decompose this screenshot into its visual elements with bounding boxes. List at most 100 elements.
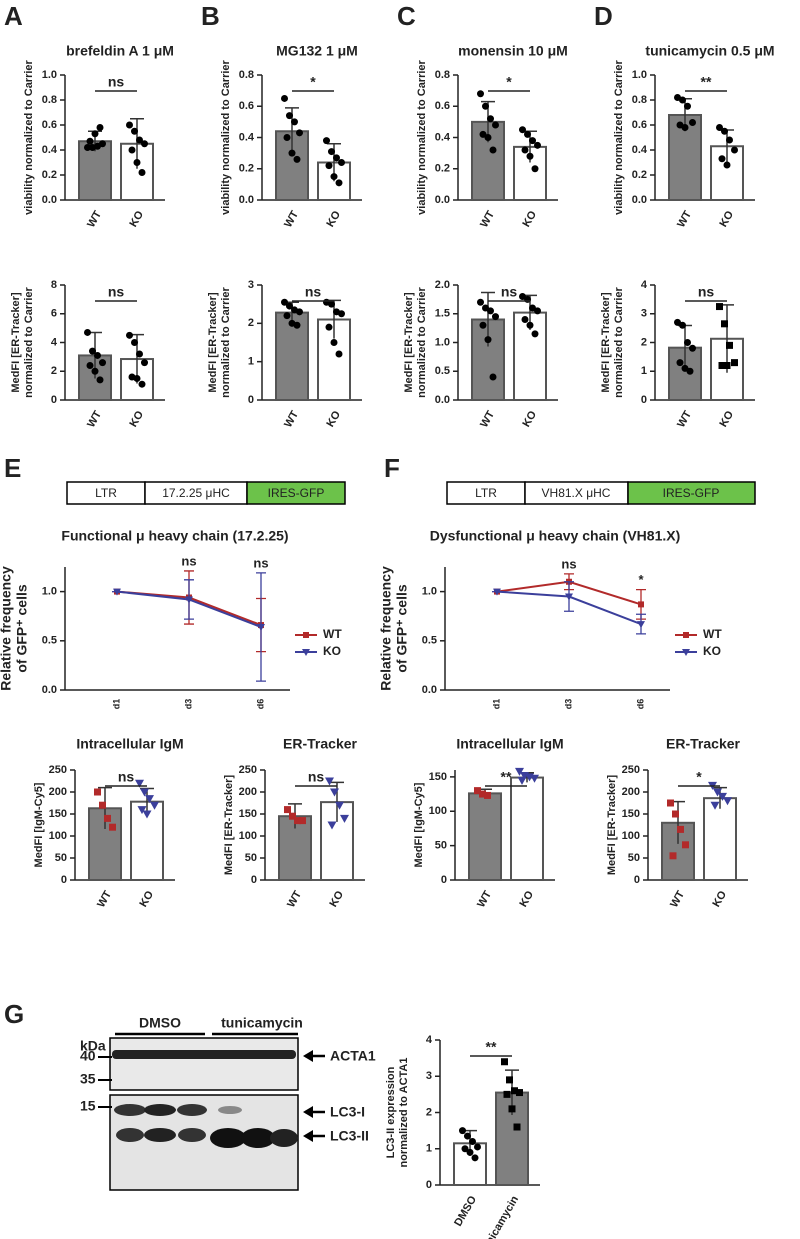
x-tick-label: KO <box>717 409 736 430</box>
annotation: * <box>638 572 644 587</box>
legend-label: KO <box>323 644 341 658</box>
data-point <box>519 126 526 134</box>
blot-band <box>144 1104 176 1116</box>
data-point <box>126 121 133 129</box>
annotation: ns <box>561 556 576 571</box>
blot-band <box>218 1106 242 1114</box>
data-point <box>330 173 338 181</box>
data-point <box>461 1145 469 1153</box>
y-tick-label: 0.2 <box>42 169 57 181</box>
y-tick-label: 3 <box>641 308 647 320</box>
data-point <box>484 134 492 141</box>
data-point <box>484 336 492 344</box>
y-tick-label: 8 <box>51 279 57 291</box>
x-tick-label: KO <box>127 209 146 230</box>
line-point <box>257 624 265 632</box>
y-tick-label: 100 <box>49 830 67 842</box>
data-point <box>474 1143 481 1151</box>
y-tick-label: 0.8 <box>42 94 57 106</box>
blot-group: DMSO <box>139 1015 181 1031</box>
y-tick-label: 0.8 <box>435 69 450 81</box>
data-point <box>516 1089 523 1097</box>
y-axis-label: MedFI [ER-Tracker] <box>600 292 612 393</box>
significance: ns <box>108 74 125 90</box>
data-point <box>676 359 684 367</box>
y-tick-label: 250 <box>239 764 257 776</box>
y-tick-label: 250 <box>49 764 67 776</box>
x-tick-label: KO <box>127 409 146 430</box>
chart-title: monensin 10 μM <box>458 43 568 59</box>
y-tick-label: 0.4 <box>632 144 648 156</box>
data-point <box>327 821 337 830</box>
data-point <box>521 146 529 154</box>
data-point <box>716 303 723 311</box>
data-point <box>511 1087 518 1095</box>
x-tick-label: KO <box>324 409 343 430</box>
x-tick-label: KO <box>517 889 536 910</box>
y-axis-label: MedFI [ER-Tracker] <box>403 292 415 393</box>
data-point <box>281 298 288 306</box>
data-point <box>338 310 345 318</box>
data-point <box>335 179 343 187</box>
data-point <box>137 806 147 815</box>
data-point <box>299 817 306 825</box>
y-tick-label: 1 <box>248 356 254 368</box>
data-point <box>529 137 536 145</box>
band-label: LC3-I <box>330 1104 365 1120</box>
x-tick-label: KO <box>324 209 343 230</box>
y-tick-label: 150 <box>49 808 67 820</box>
y-tick-label: 0.5 <box>435 365 450 377</box>
data-point <box>515 767 524 776</box>
data-point <box>684 102 691 110</box>
y-axis-label: of GFP⁺ cells <box>394 584 410 673</box>
chart-title: Functional μ heavy chain (17.2.25) <box>61 528 288 544</box>
panel-letter: E <box>4 453 21 483</box>
data-point <box>283 134 291 141</box>
y-tick-label: 200 <box>239 786 257 798</box>
line-point <box>113 588 121 596</box>
y-tick-label: 0.6 <box>632 119 647 131</box>
y-tick-label: 0 <box>641 394 647 406</box>
data-point <box>94 351 101 359</box>
y-axis-label: MedFI [ER-Tracker] <box>10 292 22 393</box>
line-point <box>493 588 501 596</box>
legend-marker <box>683 632 689 638</box>
data-point <box>150 801 159 810</box>
data-point <box>293 321 301 329</box>
x-tick-label: WT <box>675 209 694 230</box>
y-tick-label: 4 <box>51 336 58 348</box>
y-axis-label: LC3-II expression <box>385 1066 397 1158</box>
data-point <box>672 810 679 818</box>
blot-group: tunicamycin <box>221 1015 303 1031</box>
y-tick-label: 0 <box>51 394 57 406</box>
panel-letter: C <box>397 1 416 31</box>
y-axis-label: Relative frequency <box>378 566 394 691</box>
data-point <box>489 146 497 154</box>
y-tick-label: 0.4 <box>435 131 451 143</box>
blot-band <box>210 1128 246 1148</box>
blot-band <box>114 1104 146 1116</box>
data-point <box>503 1090 511 1098</box>
data-point <box>669 852 677 860</box>
line-point <box>637 621 645 629</box>
data-point <box>723 161 731 169</box>
data-point <box>338 159 345 166</box>
y-axis-label: normalized to Carrier <box>613 286 625 397</box>
significance: * <box>506 74 512 90</box>
significance: ns <box>108 284 125 300</box>
significance: ** <box>486 1039 497 1055</box>
arrow <box>303 1050 313 1062</box>
data-point <box>487 115 494 123</box>
chart-title: tunicamycin 0.5 μM <box>645 43 774 59</box>
x-tick-label: KO <box>327 889 346 910</box>
data-point <box>464 1132 471 1140</box>
data-point <box>91 130 99 138</box>
y-tick-label: 0.5 <box>422 635 437 647</box>
data-point <box>281 94 288 102</box>
data-point <box>506 1076 513 1084</box>
x-tick-label: KO <box>520 409 539 430</box>
band-label: ACTA1 <box>330 1048 376 1064</box>
annotation: ns <box>181 553 196 568</box>
y-axis-label: MedFI [IgM-Cy5] <box>33 782 45 867</box>
data-point <box>726 341 733 349</box>
